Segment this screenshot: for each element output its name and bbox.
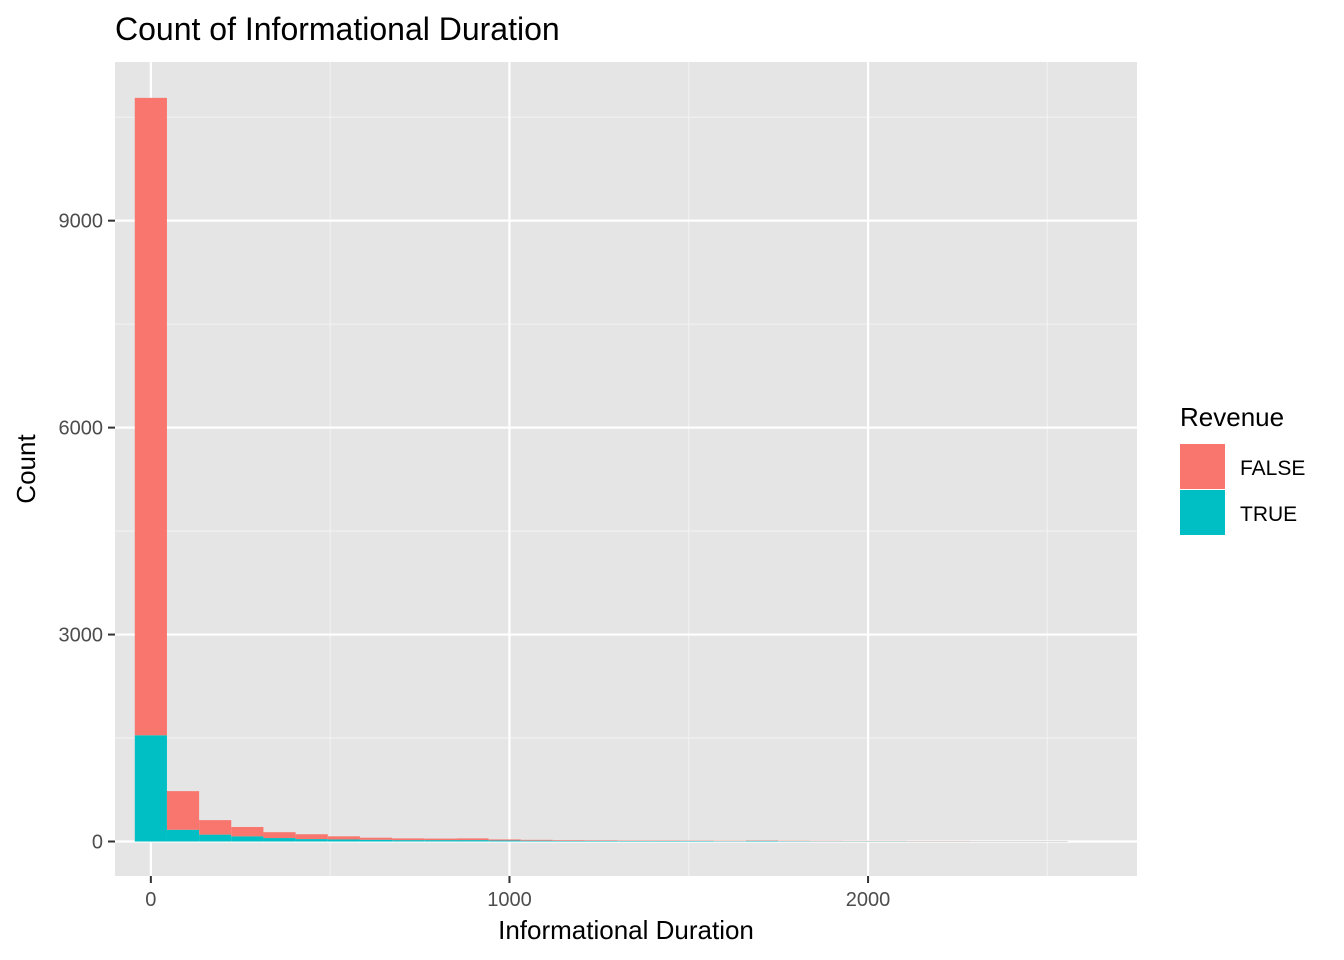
- bar-false-bin-4: [263, 832, 296, 839]
- bar-false-bin-0: [134, 97, 167, 736]
- bar-true-bin-19: [745, 840, 779, 842]
- legend-key-false: [1180, 444, 1225, 489]
- x-axis-title: Informational Duration: [498, 915, 754, 945]
- bar-false-bin-14: [585, 840, 618, 841]
- bar-false-bin-3: [231, 827, 264, 837]
- bar-true-bin-15: [617, 840, 650, 842]
- bar-true-bin-17: [681, 840, 714, 842]
- x-tick-label: 1000: [487, 889, 532, 911]
- y-tick-label: 6000: [59, 418, 104, 440]
- bar-true-bin-12: [520, 840, 553, 842]
- legend-key-true: [1180, 490, 1225, 535]
- bar-true-bin-13: [552, 840, 586, 842]
- bar-true-bin-4: [263, 838, 296, 842]
- legend: Revenue FALSE TRUE: [1180, 402, 1305, 535]
- y-axis-title: Count: [11, 434, 41, 504]
- bar-false-bin-10: [456, 838, 489, 841]
- bar-false-bin-6: [327, 836, 360, 840]
- bar-true-bin-16: [649, 840, 682, 842]
- bar-false-bin-12: [520, 839, 553, 841]
- x-tick-label: 2000: [846, 889, 891, 911]
- histogram-bars: [134, 97, 1068, 842]
- y-tick-label: 3000: [59, 625, 104, 647]
- y-tick-label: 0: [92, 832, 103, 854]
- chart-title: Count of Informational Duration: [115, 11, 560, 47]
- bar-true-bin-14: [585, 840, 618, 842]
- minor-gridlines: [115, 62, 1137, 876]
- bar-true-bin-11: [488, 840, 521, 842]
- bar-false-bin-13: [552, 840, 586, 841]
- bar-true-bin-5: [295, 839, 328, 842]
- bar-false-bin-11: [488, 839, 521, 841]
- bar-true-bin-3: [231, 836, 264, 842]
- legend-title: Revenue: [1180, 402, 1284, 432]
- legend-label-false: FALSE: [1240, 457, 1305, 480]
- bar-true-bin-0: [134, 735, 167, 842]
- bar-false-bin-8: [392, 838, 425, 841]
- bar-true-bin-7: [359, 839, 393, 842]
- bar-true-bin-6: [327, 839, 360, 842]
- y-tick-label: 9000: [59, 211, 104, 233]
- plot-panel: [115, 62, 1137, 876]
- bar-false-bin-9: [424, 838, 457, 841]
- bar-true-bin-10: [456, 840, 489, 842]
- x-axis-ticks: 0 1000 2000: [145, 876, 890, 911]
- legend-label-true: TRUE: [1240, 503, 1297, 526]
- bar-true-bin-9: [424, 840, 457, 842]
- bar-false-bin-2: [199, 820, 232, 835]
- bar-true-bin-1: [166, 829, 200, 842]
- bar-true-bin-8: [392, 840, 425, 842]
- x-tick-label: 0: [145, 889, 156, 911]
- bar-false-bin-7: [359, 837, 393, 840]
- y-axis-ticks: 0 3000 6000 9000: [59, 211, 115, 854]
- bar-false-bin-5: [295, 834, 328, 840]
- bar-false-bin-1: [166, 791, 200, 830]
- bar-true-bin-2: [199, 834, 232, 842]
